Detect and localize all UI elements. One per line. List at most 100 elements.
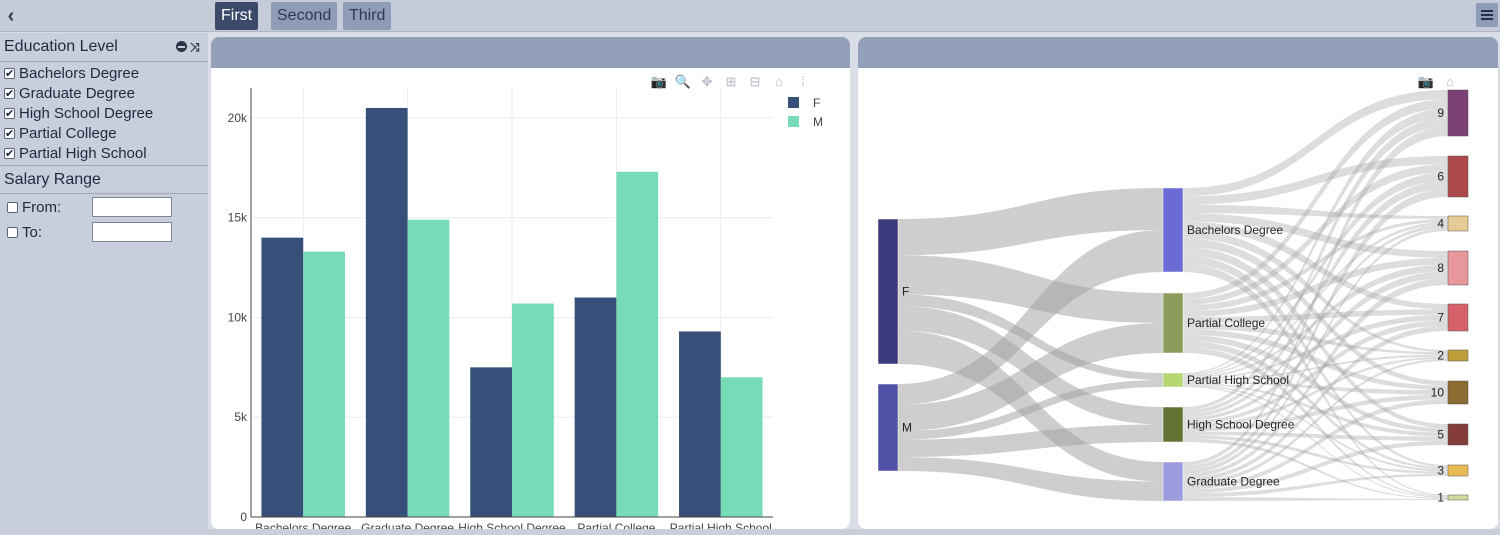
sankey-link[interactable] — [1183, 341, 1448, 470]
bar-m[interactable] — [407, 219, 450, 517]
education-option[interactable]: Partial College — [0, 124, 208, 144]
checkbox-partial-high-school[interactable] — [4, 144, 15, 164]
sankey-node-target[interactable] — [1447, 215, 1469, 232]
sankey-link[interactable] — [898, 380, 1163, 440]
bar-f[interactable] — [261, 237, 304, 517]
sankey-link[interactable] — [1183, 381, 1448, 395]
sankey-link[interactable] — [1183, 263, 1448, 496]
sankey-link[interactable] — [1183, 320, 1448, 425]
home-icon[interactable]: ⌂ — [775, 74, 783, 89]
sankey-link[interactable] — [898, 424, 1163, 458]
sankey-node-source[interactable] — [877, 218, 899, 365]
education-option[interactable]: Bachelors Degree — [0, 64, 208, 84]
sankey-link[interactable] — [1183, 399, 1448, 490]
sankey-link[interactable] — [898, 255, 1163, 323]
sankey-link[interactable] — [1183, 347, 1448, 497]
sankey-link[interactable] — [898, 323, 1163, 431]
camera-icon[interactable]: 📷 — [1417, 74, 1435, 89]
zoom-in-icon[interactable]: ⊞ — [725, 74, 737, 89]
checkbox-graduate[interactable] — [4, 84, 15, 104]
bar-f[interactable] — [470, 367, 512, 517]
tab-first[interactable]: First — [215, 2, 259, 30]
shuffle-icon[interactable]: ⤨ — [190, 40, 200, 54]
home-icon[interactable]: ⌂ — [1446, 74, 1454, 89]
tab-second[interactable]: Second — [271, 2, 338, 30]
sankey-node-target[interactable] — [1447, 423, 1469, 446]
sankey-link[interactable] — [1183, 473, 1448, 498]
sankey-link[interactable] — [1183, 222, 1448, 378]
sankey-link[interactable] — [1183, 323, 1448, 355]
checkbox-to[interactable] — [7, 227, 18, 238]
sankey-link[interactable] — [1183, 156, 1448, 205]
hamburger-menu-icon[interactable] — [1476, 3, 1498, 27]
sankey-link[interactable] — [1183, 382, 1448, 437]
sankey-link[interactable] — [1183, 126, 1448, 466]
sankey-link[interactable] — [1183, 230, 1448, 353]
checkbox-bachelors[interactable] — [4, 64, 15, 84]
sankey-link[interactable] — [898, 188, 1163, 256]
sankey-link[interactable] — [1183, 278, 1448, 478]
pan-icon[interactable]: ✥ — [701, 74, 713, 89]
sankey-node-target[interactable] — [1447, 464, 1469, 477]
sankey-link[interactable] — [1183, 108, 1448, 375]
sankey-link[interactable] — [1183, 172, 1448, 376]
sankey-link[interactable] — [1183, 438, 1448, 500]
sankey-link[interactable] — [1183, 435, 1448, 474]
legend-swatch-f[interactable] — [788, 97, 799, 108]
sankey-link[interactable] — [1183, 90, 1448, 197]
sankey-link[interactable] — [1183, 257, 1448, 317]
sankey-link[interactable] — [1183, 329, 1448, 391]
sankey-node-target[interactable] — [1447, 250, 1469, 286]
camera-icon[interactable]: 📷 — [650, 74, 668, 89]
education-option[interactable]: Graduate Degree — [0, 84, 208, 104]
sankey-link[interactable] — [1183, 204, 1448, 219]
sankey-link[interactable] — [1183, 228, 1448, 474]
sankey-link[interactable] — [1183, 188, 1448, 470]
legend-swatch-m[interactable] — [788, 116, 799, 127]
checkbox-partial-college[interactable] — [4, 124, 15, 144]
zoom-out-icon[interactable]: ⊟ — [749, 74, 761, 89]
checkbox-high-school[interactable] — [4, 104, 15, 124]
sankey-link[interactable] — [1183, 219, 1448, 311]
sankey-link[interactable] — [1183, 164, 1448, 305]
education-option[interactable]: High School Degree — [0, 104, 208, 124]
sankey-link[interactable] — [1183, 225, 1448, 418]
salary-from-input[interactable] — [92, 197, 172, 217]
bar-m[interactable] — [303, 251, 345, 518]
sankey-link[interactable] — [1183, 180, 1448, 414]
sankey-link[interactable] — [1183, 271, 1448, 421]
sankey-node-target[interactable] — [1447, 303, 1469, 332]
sankey-node-education[interactable] — [1162, 461, 1184, 502]
sankey-link[interactable] — [1183, 356, 1448, 428]
bar-m[interactable] — [720, 377, 763, 517]
sankey-node-target[interactable] — [1447, 349, 1469, 362]
bar-f[interactable] — [365, 107, 408, 517]
spike-icon[interactable]: ⁞ — [801, 74, 805, 89]
sankey-link[interactable] — [898, 230, 1163, 405]
sankey-link[interactable] — [1183, 221, 1448, 310]
sankey-node-target[interactable] — [1447, 155, 1469, 198]
sankey-link[interactable] — [1183, 497, 1448, 501]
sankey-link[interactable] — [1183, 246, 1448, 429]
bar-f[interactable] — [574, 297, 617, 517]
sankey-link[interactable] — [1183, 117, 1448, 411]
sankey-node-source[interactable] — [877, 383, 899, 472]
sankey-link[interactable] — [1183, 213, 1448, 258]
sankey-link[interactable] — [1183, 394, 1448, 432]
sankey-link[interactable] — [1183, 99, 1448, 299]
sankey-node-education[interactable] — [1162, 187, 1184, 273]
zoom-icon[interactable]: 🔍 — [674, 74, 692, 89]
sankey-node-target[interactable] — [1447, 89, 1469, 137]
sankey-node-target[interactable] — [1447, 380, 1469, 405]
back-chevron-icon[interactable]: ‹ — [7, 5, 15, 27]
sankey-link[interactable] — [1183, 255, 1448, 468]
bar-f[interactable] — [679, 331, 721, 517]
sankey-link[interactable] — [1183, 385, 1448, 498]
salary-to-input[interactable] — [92, 222, 172, 242]
sankey-link[interactable] — [1183, 335, 1448, 433]
sankey-link[interactable] — [1183, 314, 1448, 380]
sankey-link[interactable] — [1183, 264, 1448, 379]
sankey-link[interactable] — [1183, 440, 1448, 494]
sankey-node-education[interactable] — [1162, 292, 1184, 354]
sankey-link[interactable] — [1183, 325, 1448, 482]
